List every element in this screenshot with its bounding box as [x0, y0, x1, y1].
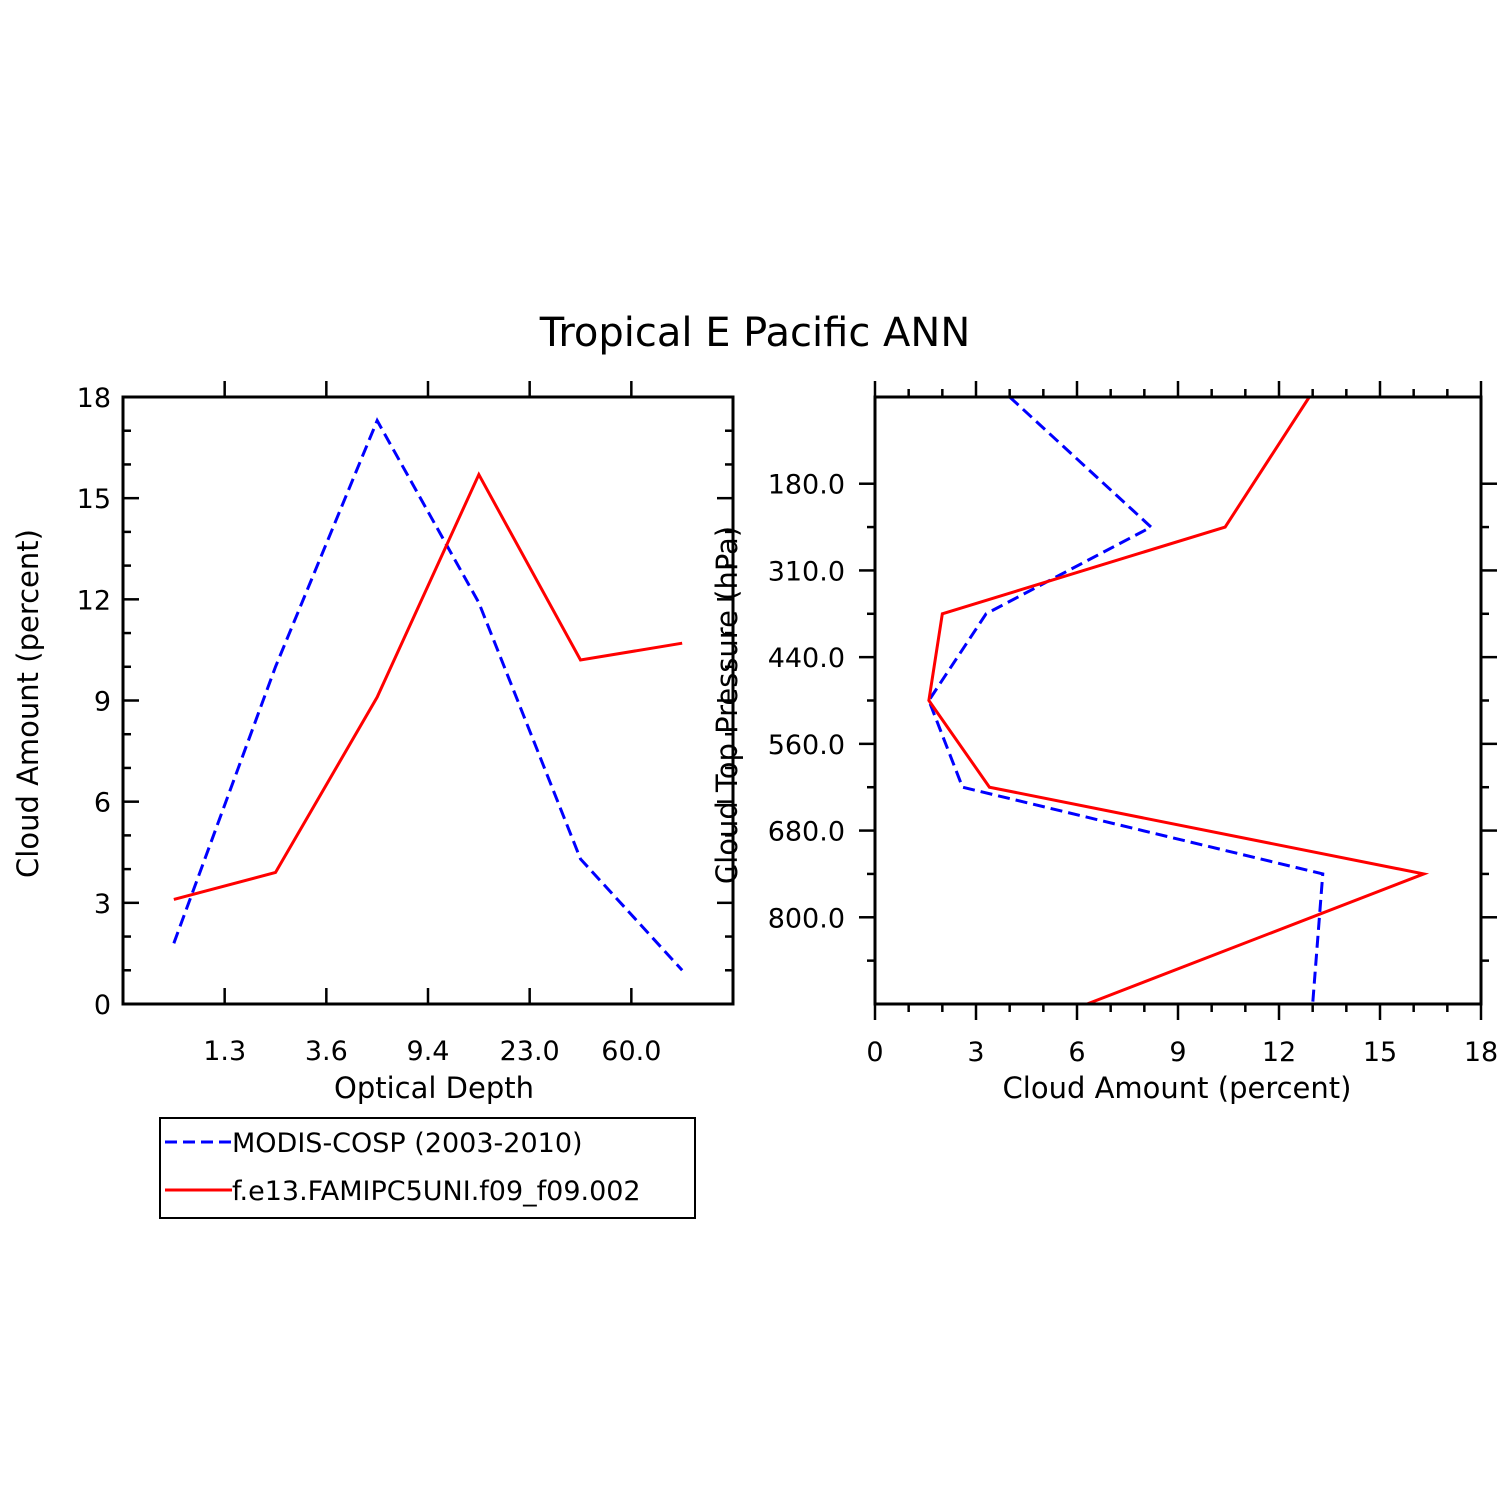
right-x-tick-label: 6	[1068, 1037, 1085, 1068]
right-x-tick-label: 3	[967, 1037, 984, 1068]
legend-box	[159, 1117, 696, 1219]
right-y-tick-label: 440.0	[768, 643, 845, 674]
left-y-tick-label: 15	[77, 484, 111, 515]
pressure-panel: 0 3 6 9 12 15 18 180.0 310.0 440.0 560.0 680.0 800.0…	[710, 381, 1498, 1105]
right-y-tick-label: 560.0	[768, 730, 845, 761]
right-x-tick-label: 9	[1169, 1037, 1186, 1068]
right-y-axis-label: Cloud Top Pressure (hPa)	[710, 526, 744, 884]
left-x-axis-label: Optical Depth	[334, 1071, 534, 1105]
left-y-tick-label: 0	[94, 990, 111, 1021]
left-y-tick-label: 18	[77, 383, 111, 414]
right-y-tick-label: 680.0	[768, 817, 845, 848]
right-x-tick-label: 12	[1262, 1037, 1296, 1068]
left-y-axis-label: Cloud Amount (percent)	[11, 529, 45, 878]
legend-label-obs: MODIS-COSP (2003-2010)	[232, 1128, 583, 1159]
left-y-tick-label: 3	[94, 889, 111, 920]
left-y-tick-label: 12	[77, 585, 111, 616]
legend-label-model: f.e13.FAMIPC5UNI.f09_f09.002	[232, 1176, 641, 1207]
right-series-line	[927, 395, 1325, 1005]
optical-depth-panel: 0 3 6 9 12 15 18 1.3 3.6 9.4 23.0 60.0 Optical Depth…	[11, 381, 735, 1105]
right-x-tick-label: 18	[1464, 1037, 1498, 1068]
left-y-tick-label: 9	[94, 687, 111, 718]
left-y-tick-label: 6	[94, 788, 111, 819]
right-y-tick-label: 800.0	[768, 903, 845, 934]
left-series-line	[173, 471, 683, 901]
left-x-tick-label: 1.3	[203, 1036, 246, 1067]
left-x-tick-label: 60.0	[601, 1036, 661, 1067]
left-plot-frame	[121, 395, 735, 1006]
right-series-line	[927, 396, 1430, 1006]
left-series-line	[172, 417, 684, 972]
right-x-tick-label: 0	[866, 1037, 883, 1068]
left-x-tick-label: 23.0	[500, 1036, 560, 1067]
left-x-tick-label: 9.4	[407, 1036, 450, 1067]
legend: MODIS-COSP (2003-2010) f.e13.FAMIPC5UNI.…	[159, 1117, 696, 1219]
right-y-tick-label: 310.0	[768, 556, 845, 587]
right-x-tick-label: 15	[1363, 1037, 1397, 1068]
right-plot-frame	[873, 395, 1483, 1006]
right-y-tick-label: 180.0	[768, 470, 845, 501]
left-x-tick-label: 3.6	[305, 1036, 348, 1067]
right-x-axis-label: Cloud Amount (percent)	[1003, 1071, 1352, 1105]
chart-title: Tropical E Pacific ANN	[539, 310, 970, 356]
